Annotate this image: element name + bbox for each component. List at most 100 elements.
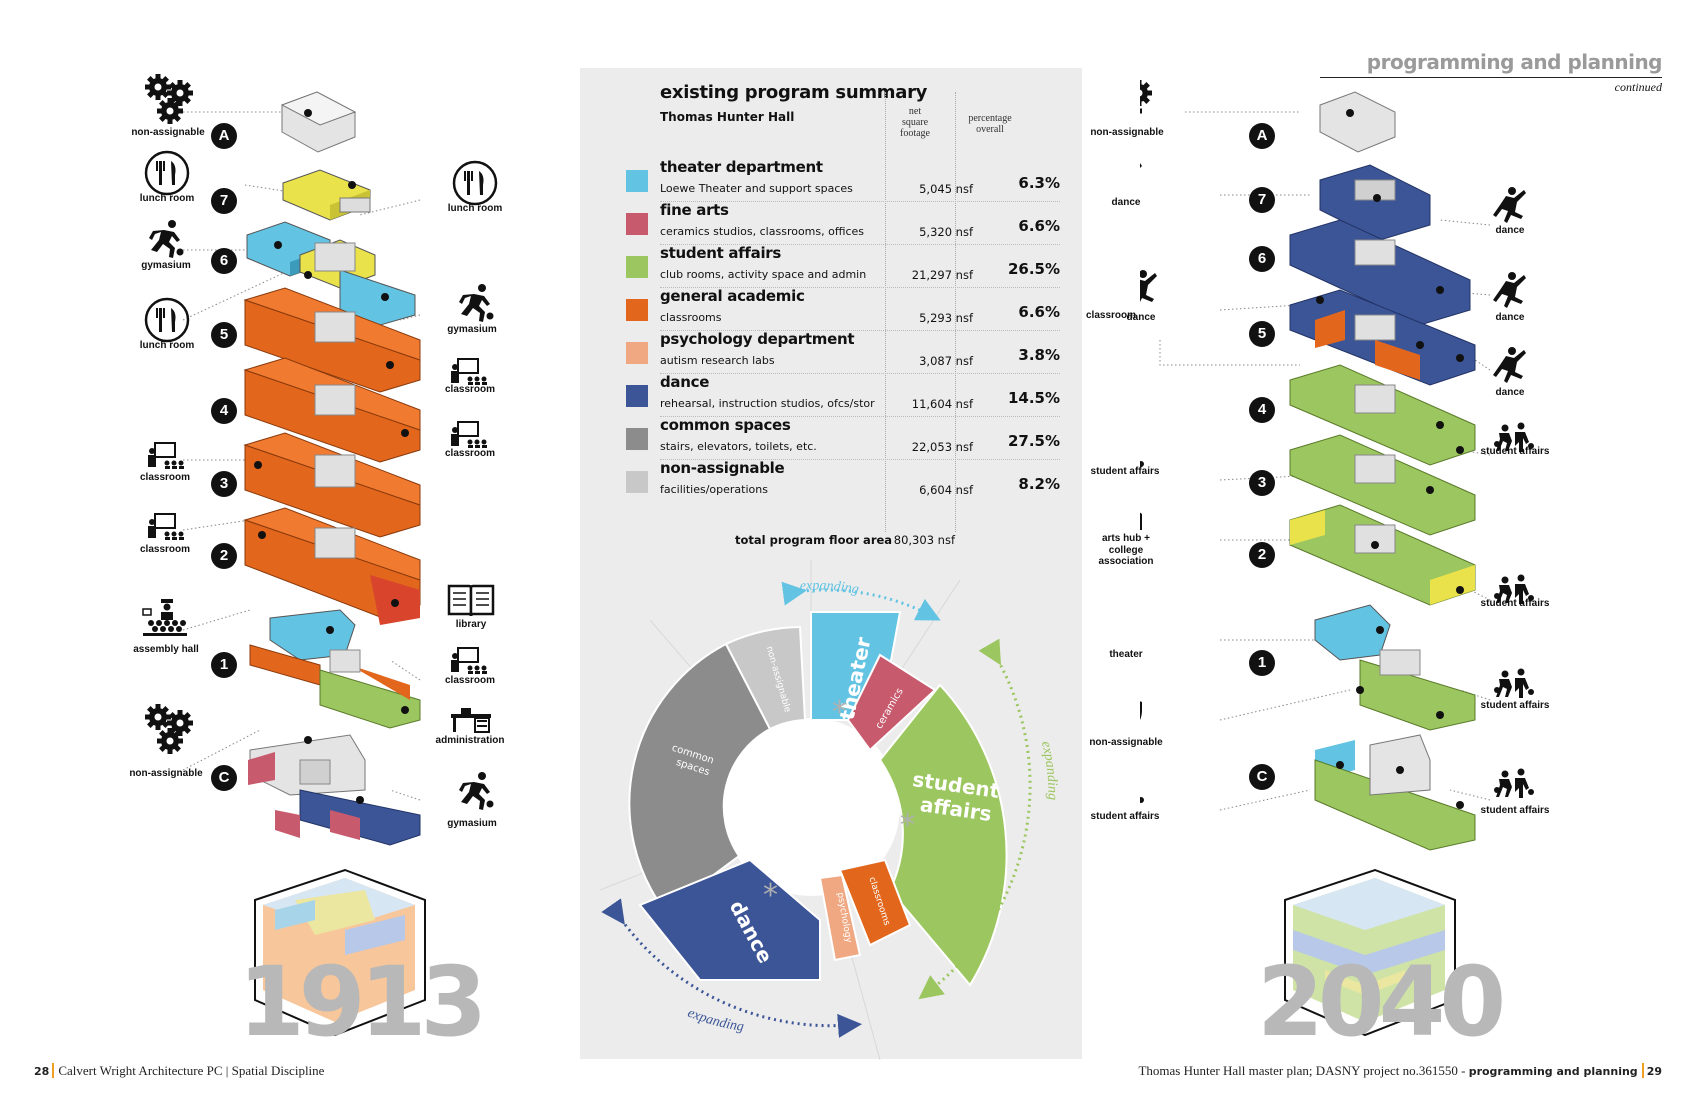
label-student-affairs: student affairs <box>1480 446 1550 457</box>
floor-badge-5: 5 <box>211 322 237 348</box>
label-classroom: classroom <box>1085 310 1137 321</box>
row-divider <box>660 244 1060 245</box>
floor-badge-a: A <box>211 123 237 149</box>
summary-row: psychology department autism research la… <box>620 330 1060 374</box>
row-name: general academic <box>660 287 805 305</box>
row-nsf: 5,293 nsf <box>919 311 973 325</box>
continued-label: continued <box>1614 80 1662 94</box>
row-name: student affairs <box>660 244 782 262</box>
row-name: fine arts <box>660 201 729 219</box>
footer-right: Thomas Hunter Hall master plan; DASNY pr… <box>1138 1063 1662 1079</box>
summary-title: existing program summary <box>660 82 928 103</box>
swatch-fine-arts <box>626 213 648 235</box>
row-pct: 8.2% <box>1018 475 1060 493</box>
label-classroom: classroom <box>444 448 496 459</box>
row-desc: autism research labs <box>660 354 775 367</box>
page-number-left: 28 <box>34 1065 50 1078</box>
label-student-affairs: student affairs <box>1480 700 1550 711</box>
floor-badge-1: 1 <box>211 652 237 678</box>
swatch-common-spaces <box>626 428 648 450</box>
label-gymasium: gymasium <box>447 818 497 829</box>
row-nsf: 6,604 nsf <box>919 483 973 497</box>
row-nsf: 3,087 nsf <box>919 354 973 368</box>
row-divider <box>660 330 1060 331</box>
expanding-label-dance: expanding <box>685 1006 744 1035</box>
swatch-theater <box>626 170 648 192</box>
right-floor-stack <box>1140 0 1534 1037</box>
row-name: common spaces <box>660 416 791 434</box>
left-floor-stack <box>142 0 498 1037</box>
row-pct: 6.6% <box>1018 217 1060 235</box>
row-desc: rehearsal, instruction studios, ofcs/sto… <box>660 397 875 410</box>
label-lunch-room: lunch room <box>447 203 503 214</box>
label-non-assignable: non-assignable <box>1090 127 1164 138</box>
label-classroom: classroom <box>444 384 496 395</box>
summary-subtitle: Thomas Hunter Hall <box>660 110 795 124</box>
header-rule <box>1320 77 1662 78</box>
summary-row: common spaces stairs, elevators, toilets… <box>620 416 1060 460</box>
footer-left-text: Calvert Wright Architecture PC | Spatial… <box>58 1063 325 1078</box>
asterisk-mark: * <box>832 695 847 730</box>
row-nsf: 21,297 nsf <box>911 268 973 282</box>
summary-row: theater department Loewe Theater and sup… <box>620 158 1060 202</box>
swatch-general-academic <box>626 299 648 321</box>
label-classroom: classroom <box>139 472 191 483</box>
col-header-nsf: net square footage <box>900 106 930 139</box>
floor-badge-1: 1 <box>1249 650 1275 676</box>
expanding-label-theater: expanding <box>799 578 860 597</box>
row-divider <box>660 201 1060 202</box>
floor-badge-5: 5 <box>1249 321 1275 347</box>
total-value: 80,303 nsf <box>893 533 955 547</box>
expanding-arrow-student-affairs <box>918 638 1032 1000</box>
floor-badge-2: 2 <box>211 543 237 569</box>
summary-row: non-assignable facilities/operations 6,6… <box>620 459 1060 503</box>
row-desc: classrooms <box>660 311 722 324</box>
row-divider <box>660 459 1060 460</box>
footer-right-text: Thomas Hunter Hall master plan; DASNY pr… <box>1138 1063 1469 1078</box>
label-gymasium: gymasium <box>447 324 497 335</box>
asterisk-mark: * <box>763 878 778 913</box>
year-2040: 2040 <box>1257 946 1506 1058</box>
row-divider <box>660 416 1060 417</box>
row-name: non-assignable <box>660 459 785 477</box>
label-non-assignable: non-assignable <box>1089 737 1163 748</box>
column-divider <box>885 92 886 532</box>
expanding-label-student-affairs: expanding <box>1038 740 1060 800</box>
floor-badge-4: 4 <box>211 398 237 424</box>
floor-badge-3: 3 <box>211 471 237 497</box>
summary-row: dance rehearsal, instruction studios, of… <box>620 373 1060 417</box>
label-non-assignable: non-assignable <box>129 768 203 779</box>
summary-row: general academic classrooms 5,293 nsf 6.… <box>620 287 1060 331</box>
swatch-dance <box>626 385 648 407</box>
label-library: library <box>455 619 487 630</box>
floor-badge-2: 2 <box>1249 542 1275 568</box>
row-pct: 27.5% <box>1007 432 1060 450</box>
row-pct: 14.5% <box>1007 389 1060 407</box>
label-gymasium: gymasium <box>141 260 191 271</box>
label-student-affairs: student affairs <box>1480 598 1550 609</box>
label-administration: administration <box>435 735 505 746</box>
label-dance: dance <box>1495 387 1525 398</box>
row-name: psychology department <box>660 330 855 348</box>
label-student-affairs: student affairs <box>1480 805 1550 816</box>
year-1913: 1913 <box>238 946 487 1058</box>
label-classroom: classroom <box>444 675 496 686</box>
label-dance: dance <box>1495 225 1525 236</box>
row-pct: 6.3% <box>1018 174 1060 192</box>
floor-badge-c: C <box>1249 764 1275 790</box>
row-desc: stairs, elevators, toilets, etc. <box>660 440 817 453</box>
row-nsf: 5,045 nsf <box>919 182 973 196</box>
label-lunch-room: lunch room <box>139 340 195 351</box>
label-lunch-room: lunch room <box>139 193 195 204</box>
row-pct: 26.5% <box>1007 260 1060 278</box>
floor-badge-c: C <box>211 765 237 791</box>
summary-row: fine arts ceramics studios, classrooms, … <box>620 201 1060 245</box>
row-desc: Loewe Theater and support spaces <box>660 182 853 195</box>
label-dance: dance <box>1495 312 1525 323</box>
page-number-right: 29 <box>1646 1065 1662 1078</box>
floor-badge-4: 4 <box>1249 397 1275 423</box>
label-student-affairs: student affairs <box>1090 466 1160 477</box>
row-name: theater department <box>660 158 823 176</box>
floor-badge-a: A <box>1249 123 1275 149</box>
floor-badge-7: 7 <box>1249 187 1275 213</box>
